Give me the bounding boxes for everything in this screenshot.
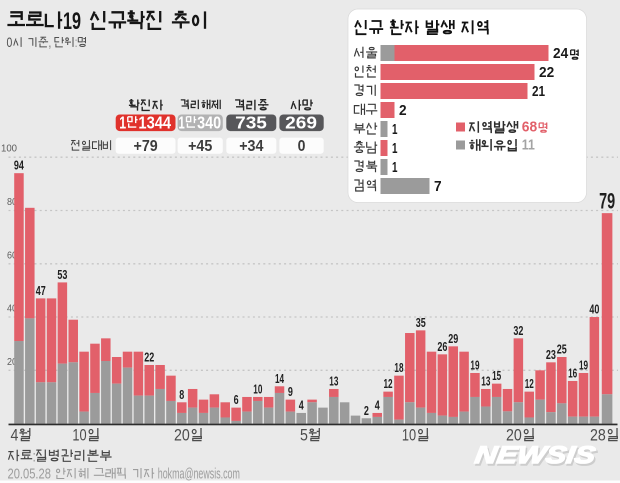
svg-text:2: 2 xyxy=(399,103,407,119)
svg-text:35: 35 xyxy=(416,315,426,330)
svg-text:340: 340 xyxy=(197,112,221,132)
svg-text:4: 4 xyxy=(11,426,19,445)
svg-text:40: 40 xyxy=(7,304,17,315)
svg-text:10: 10 xyxy=(253,382,262,397)
svg-text:20: 20 xyxy=(174,426,190,445)
svg-text:NEWSIS: NEWSIS xyxy=(475,444,599,471)
svg-text::: : xyxy=(75,35,77,50)
svg-text:60: 60 xyxy=(7,250,17,261)
svg-text:25: 25 xyxy=(557,342,567,357)
svg-text:18: 18 xyxy=(394,360,403,375)
svg-text:+45: +45 xyxy=(188,138,213,155)
svg-text:20: 20 xyxy=(506,426,522,445)
svg-text:22: 22 xyxy=(539,65,554,81)
svg-text:1: 1 xyxy=(392,141,398,157)
svg-text:12: 12 xyxy=(525,376,534,391)
svg-text:9: 9 xyxy=(288,384,293,399)
svg-text:23: 23 xyxy=(546,347,556,362)
svg-text:24: 24 xyxy=(553,46,568,62)
svg-text:22: 22 xyxy=(144,350,154,365)
svg-text:NEWSIS: NEWSIS xyxy=(473,442,597,469)
svg-text:100: 100 xyxy=(1,144,17,155)
svg-text:5: 5 xyxy=(300,426,308,445)
svg-text:29: 29 xyxy=(448,331,458,346)
svg-text:79: 79 xyxy=(599,189,615,214)
svg-text:1344: 1344 xyxy=(138,112,171,132)
svg-text:19: 19 xyxy=(470,358,479,373)
svg-text:+79: +79 xyxy=(134,138,158,155)
svg-text:hokma@newsis.com: hokma@newsis.com xyxy=(158,467,240,483)
svg-text:19: 19 xyxy=(63,8,81,35)
svg-text:20.05.28: 20.05.28 xyxy=(8,467,51,483)
svg-text:+34: +34 xyxy=(239,138,264,155)
svg-text:269: 269 xyxy=(285,112,317,132)
svg-text:4: 4 xyxy=(299,397,304,412)
svg-text:53: 53 xyxy=(57,267,67,282)
svg-text:,: , xyxy=(49,35,51,50)
svg-text:40: 40 xyxy=(589,302,599,317)
svg-text:47: 47 xyxy=(36,283,46,298)
svg-text:12: 12 xyxy=(384,376,393,391)
svg-text:32: 32 xyxy=(513,323,523,338)
svg-text:1: 1 xyxy=(392,160,398,176)
svg-text:28: 28 xyxy=(590,426,606,445)
svg-text:11: 11 xyxy=(522,138,535,154)
svg-text:80: 80 xyxy=(7,197,17,208)
svg-text:1: 1 xyxy=(392,122,398,138)
svg-text:10: 10 xyxy=(402,426,416,445)
svg-text:7: 7 xyxy=(434,179,442,195)
svg-text:0: 0 xyxy=(7,35,13,50)
svg-text:735: 735 xyxy=(235,112,267,132)
svg-text:0: 0 xyxy=(298,138,306,155)
svg-text:1: 1 xyxy=(119,112,126,132)
svg-text:6: 6 xyxy=(234,392,239,407)
svg-text:4: 4 xyxy=(375,397,380,412)
svg-text::: : xyxy=(33,447,35,465)
svg-text:20: 20 xyxy=(7,357,17,368)
svg-text:19: 19 xyxy=(579,358,588,373)
svg-text:10: 10 xyxy=(72,426,86,445)
svg-text:68: 68 xyxy=(522,120,537,136)
svg-text:94: 94 xyxy=(14,158,24,173)
svg-text:13: 13 xyxy=(329,374,338,389)
svg-text:2: 2 xyxy=(364,403,369,418)
svg-text:1: 1 xyxy=(178,112,184,132)
svg-text:8: 8 xyxy=(179,387,184,402)
svg-text:14: 14 xyxy=(275,371,285,386)
svg-text:15: 15 xyxy=(492,368,501,383)
svg-text:16: 16 xyxy=(568,366,577,381)
svg-text:21: 21 xyxy=(532,84,545,100)
svg-text:26: 26 xyxy=(437,339,447,354)
svg-text:13: 13 xyxy=(481,374,490,389)
